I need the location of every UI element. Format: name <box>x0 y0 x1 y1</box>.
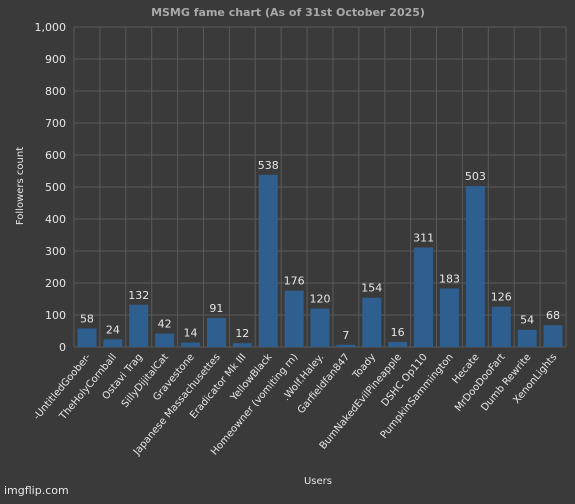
data-label: 176 <box>284 275 305 288</box>
data-label: 12 <box>235 327 249 340</box>
x-axis-label: Users <box>304 476 332 487</box>
y-tick-label: 1,000 <box>35 21 67 34</box>
bar <box>336 344 356 347</box>
bar <box>206 317 226 347</box>
gridlines <box>73 26 567 348</box>
data-label: 183 <box>439 272 460 285</box>
bar <box>103 339 123 347</box>
data-label: 14 <box>184 327 198 340</box>
data-label: 42 <box>158 318 172 331</box>
y-tick-label: 100 <box>45 309 66 322</box>
data-label: 154 <box>361 282 382 295</box>
bar <box>232 343 252 347</box>
bar <box>439 288 459 347</box>
y-tick-label: 900 <box>45 53 66 66</box>
bars <box>77 174 563 347</box>
data-label: 68 <box>546 309 560 322</box>
data-label: 126 <box>491 291 512 304</box>
y-axis-label: Followers count <box>15 147 26 225</box>
bar <box>284 290 304 347</box>
bar <box>388 341 408 347</box>
bar <box>362 297 382 347</box>
y-axis-ticks: 0 100 200 300 400 500 600 700 800 900 1,000 <box>35 21 67 354</box>
bar <box>310 308 330 347</box>
bar <box>77 328 97 347</box>
bar <box>181 342 201 347</box>
data-label: 7 <box>342 329 349 342</box>
bar <box>491 306 511 347</box>
data-label: 91 <box>209 302 223 315</box>
y-tick-label: 400 <box>45 213 66 226</box>
data-label: 120 <box>310 293 331 306</box>
bar <box>465 186 485 347</box>
y-tick-label: 200 <box>45 277 66 290</box>
y-tick-label: 700 <box>45 117 66 130</box>
data-label: 58 <box>80 312 94 325</box>
bar <box>258 174 278 347</box>
y-tick-label: 800 <box>45 85 66 98</box>
data-label: 16 <box>391 326 405 339</box>
y-tick-label: 0 <box>59 341 66 354</box>
bar <box>517 329 537 347</box>
bar <box>155 333 175 347</box>
data-label: 503 <box>465 170 486 183</box>
y-tick-label: 500 <box>45 181 66 194</box>
data-label: 311 <box>413 231 434 244</box>
data-label: 24 <box>106 323 120 336</box>
chart-title: MSMG fame chart (As of 31st October 2025… <box>151 6 425 19</box>
value-labels: 58 24 132 42 14 91 12 538 176 120 7 154 16 311 183 503 1… <box>80 159 560 342</box>
data-label: 132 <box>128 289 149 302</box>
y-tick-label: 600 <box>45 149 66 162</box>
imgflip-watermark: imgflip.com <box>4 484 69 497</box>
data-label: 54 <box>520 314 534 327</box>
bar <box>543 325 563 347</box>
bar <box>129 304 149 347</box>
bar <box>414 247 434 347</box>
y-tick-label: 300 <box>45 245 66 258</box>
data-label: 538 <box>258 159 279 172</box>
